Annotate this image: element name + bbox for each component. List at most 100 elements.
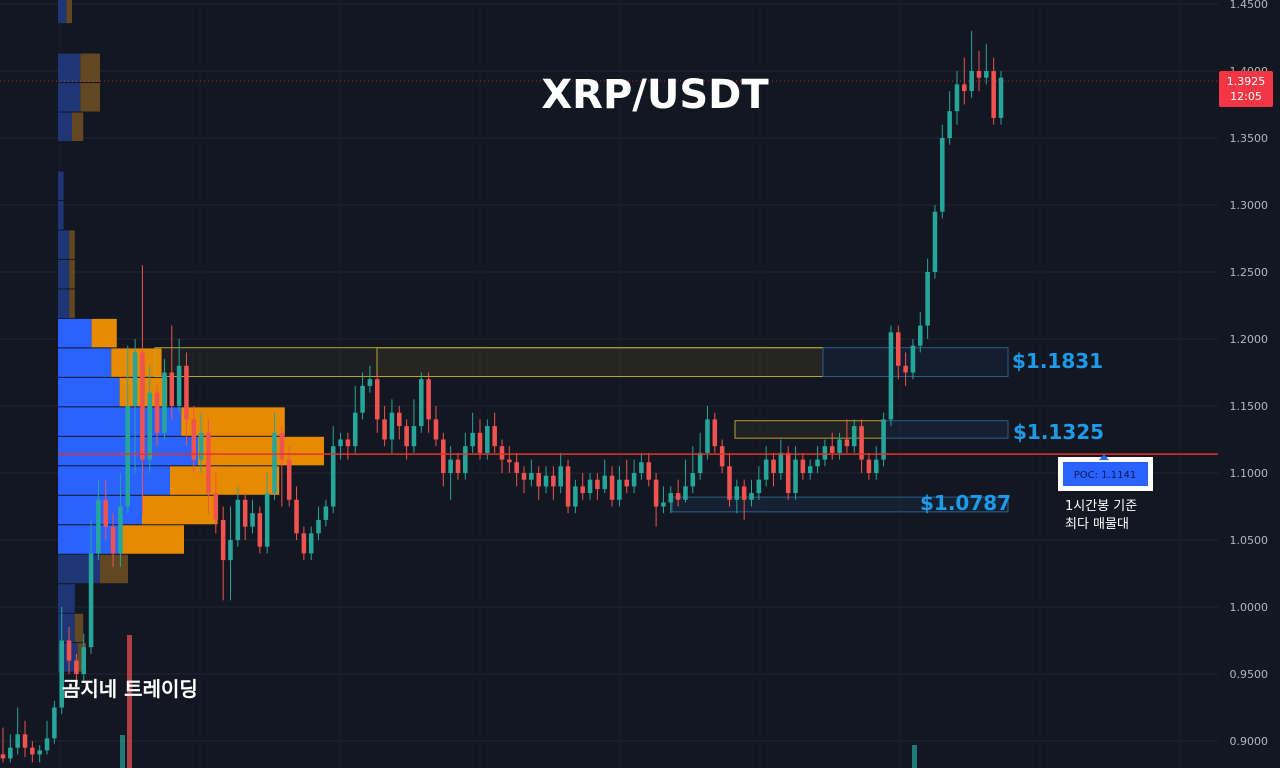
candle-body bbox=[815, 459, 820, 467]
candle-body bbox=[661, 502, 666, 507]
candle bbox=[661, 486, 666, 514]
candle bbox=[609, 466, 615, 507]
candle-body bbox=[419, 379, 424, 427]
candle bbox=[426, 372, 431, 433]
candle-body bbox=[514, 462, 519, 473]
zone-1183-inner bbox=[376, 347, 824, 378]
candle bbox=[881, 412, 886, 467]
y-tick-label: 1.1500 bbox=[1230, 400, 1269, 413]
candle bbox=[587, 473, 593, 500]
volume-profile-bar-up bbox=[58, 53, 81, 83]
candle-body bbox=[110, 526, 116, 554]
candle bbox=[485, 419, 490, 460]
candle bbox=[169, 325, 175, 420]
volume-profile-bar-down bbox=[69, 289, 75, 318]
candle-body bbox=[8, 747, 13, 759]
volume-profile-bar-down bbox=[80, 83, 100, 112]
candle bbox=[719, 439, 725, 473]
candle bbox=[697, 432, 703, 480]
candle-body bbox=[969, 71, 974, 92]
candle-body bbox=[617, 479, 622, 500]
candle bbox=[455, 452, 461, 480]
volume-profile-bar-up bbox=[58, 289, 70, 318]
candle bbox=[301, 526, 307, 561]
current-price-countdown: 12:05 bbox=[1230, 90, 1262, 103]
poc-badge-fill bbox=[1063, 462, 1148, 486]
candle bbox=[624, 459, 630, 494]
candle-body bbox=[595, 479, 600, 490]
candle-body bbox=[631, 473, 637, 487]
candle-body bbox=[705, 419, 710, 453]
candle bbox=[206, 419, 211, 514]
candle-body bbox=[785, 452, 791, 494]
candle-body bbox=[991, 71, 996, 118]
price-badge-bg bbox=[1219, 71, 1273, 107]
candle-body bbox=[844, 439, 850, 447]
candle bbox=[807, 459, 813, 480]
candle-body bbox=[352, 412, 358, 447]
candle bbox=[558, 452, 563, 494]
candle-body bbox=[477, 432, 483, 453]
y-tick-label: 0.9000 bbox=[1230, 735, 1269, 748]
candle bbox=[815, 446, 820, 473]
candle bbox=[822, 439, 828, 467]
candle bbox=[514, 452, 519, 487]
volume-profile-bar-up bbox=[58, 259, 70, 289]
candle-body bbox=[176, 365, 182, 406]
candle-body bbox=[529, 473, 534, 480]
volume-profile-bar-down bbox=[80, 53, 100, 83]
candle-body bbox=[837, 439, 842, 453]
candle bbox=[272, 412, 277, 500]
candle-body bbox=[998, 77, 1004, 118]
candle bbox=[154, 385, 160, 447]
candle-body bbox=[749, 493, 754, 500]
level-label-2: $1.1325 bbox=[1013, 420, 1104, 444]
candle bbox=[463, 432, 468, 480]
candle bbox=[873, 446, 879, 480]
candle-body bbox=[918, 325, 923, 346]
candle-body bbox=[851, 426, 857, 447]
candle bbox=[741, 479, 747, 520]
candle-body bbox=[925, 272, 930, 326]
candle-body bbox=[976, 71, 982, 78]
candle bbox=[492, 412, 497, 453]
candle bbox=[213, 473, 219, 534]
candle-body bbox=[37, 750, 42, 755]
candle bbox=[712, 412, 718, 453]
candle bbox=[895, 325, 901, 380]
candle-body bbox=[88, 553, 94, 648]
volume-profile-bar-down bbox=[181, 407, 285, 436]
candle bbox=[756, 466, 762, 500]
candle bbox=[984, 44, 989, 85]
candle-body bbox=[81, 647, 86, 674]
candle-body bbox=[888, 332, 894, 420]
candle-body bbox=[213, 493, 219, 520]
y-tick-label: 1.3500 bbox=[1230, 132, 1269, 145]
zone-1183-left bbox=[154, 347, 824, 378]
candle-body bbox=[308, 533, 314, 554]
candle-body bbox=[719, 446, 725, 467]
volume-profile-bar-down bbox=[66, 0, 72, 24]
candle-body bbox=[910, 345, 916, 373]
candle-body bbox=[250, 513, 255, 527]
candle bbox=[507, 446, 512, 473]
candle bbox=[52, 700, 57, 744]
candle-body bbox=[580, 486, 585, 494]
candle-body bbox=[345, 439, 351, 447]
candle-body bbox=[859, 426, 864, 460]
candle-body bbox=[338, 439, 343, 447]
volume-profile-bar-up bbox=[58, 0, 67, 24]
candle-body bbox=[565, 466, 571, 507]
volume-profile-bar-up bbox=[58, 83, 81, 112]
candle bbox=[932, 205, 938, 279]
candle-body bbox=[558, 466, 563, 487]
support-resistance-zones bbox=[154, 347, 1009, 513]
volume-profile-bar-down bbox=[69, 230, 75, 259]
candle-body bbox=[683, 486, 688, 500]
candle bbox=[419, 372, 424, 433]
candle bbox=[918, 312, 923, 353]
candle bbox=[551, 466, 556, 500]
candle bbox=[580, 473, 585, 500]
candle bbox=[198, 412, 204, 473]
